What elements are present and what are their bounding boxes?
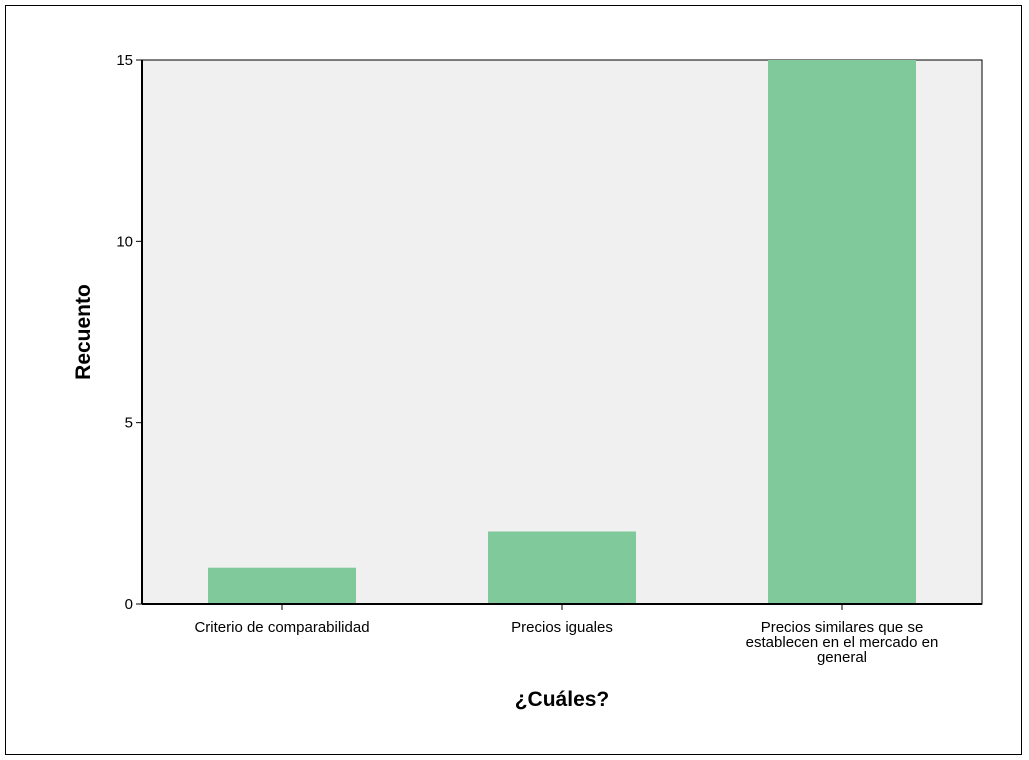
bar-2 (488, 531, 636, 604)
y-tick-label: 15 (116, 52, 133, 69)
bar-3 (768, 60, 916, 604)
x-tick-label: Precios similares que se establecen en el… (746, 619, 939, 666)
y-axis: 0 5 10 15 (116, 52, 143, 613)
x-tick-label: Criterio de comparabilidad (194, 619, 369, 636)
y-tick-label: 10 (116, 233, 133, 250)
x-tick-label-line: establecen en el mercado en (746, 634, 939, 651)
x-tick-label-line: Criterio de comparabilidad (194, 619, 369, 636)
x-axis: Criterio de comparabilidad Precios iguale… (142, 603, 982, 666)
x-tick-label-line: general (817, 649, 867, 666)
x-tick-label-line: Precios similares que se (761, 619, 924, 636)
bar-1 (208, 567, 356, 604)
y-axis-title: Recuento (72, 284, 95, 380)
y-tick-label: 5 (125, 415, 133, 432)
x-axis-title: ¿Cuáles? (515, 688, 610, 711)
x-tick-label-line: Precios iguales (511, 619, 613, 636)
bars-group (208, 60, 916, 604)
y-tick-label: 0 (125, 596, 133, 613)
x-tick-label: Precios iguales (511, 619, 613, 636)
